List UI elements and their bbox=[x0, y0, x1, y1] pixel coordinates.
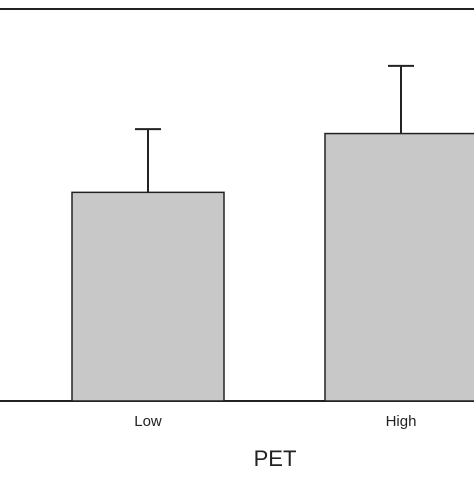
x-axis-title: PET bbox=[254, 446, 297, 471]
bar-low bbox=[71, 191, 225, 402]
bar-high bbox=[324, 132, 474, 402]
x-tick-labels: Low High bbox=[134, 413, 416, 430]
x-tick-label-low: Low bbox=[134, 413, 162, 430]
x-tick-label-high: High bbox=[386, 413, 417, 430]
error-bars-group bbox=[135, 64, 414, 193]
bars-group bbox=[71, 132, 474, 402]
